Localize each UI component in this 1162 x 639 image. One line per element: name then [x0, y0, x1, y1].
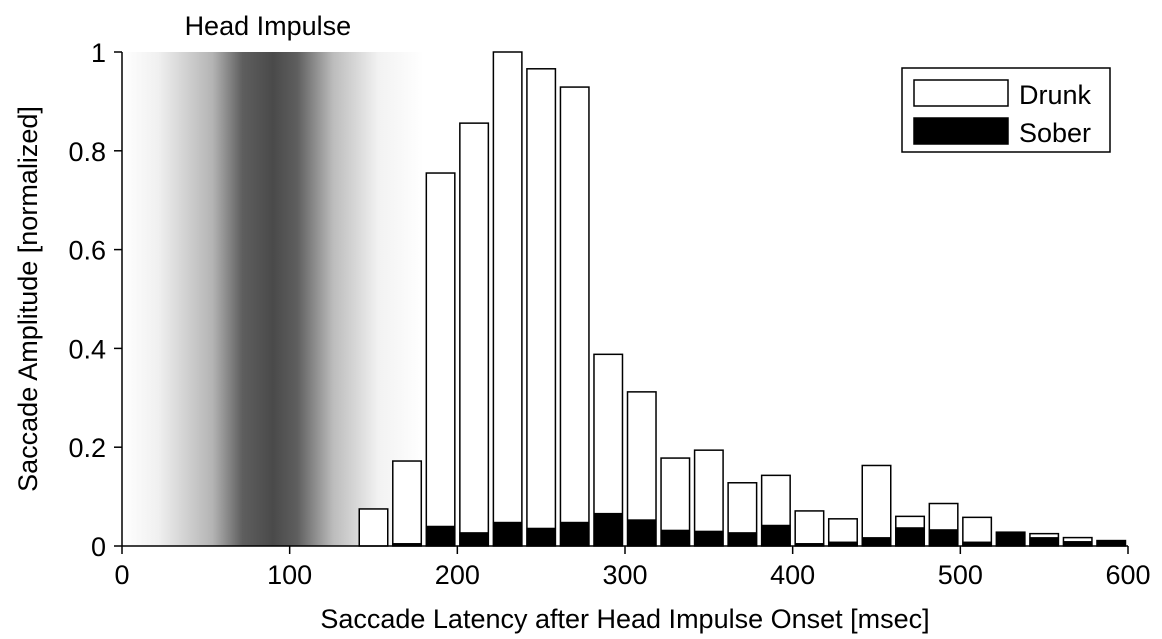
- bar-drunk-410: [794, 510, 825, 547]
- bar-drunk-210: [459, 122, 490, 547]
- y-tick-label: 0.8: [68, 137, 106, 167]
- bar-sober-230: [492, 521, 523, 547]
- bar-sober-250: [526, 527, 556, 547]
- y-axis-title: Saccade Amplitude [normalized]: [13, 106, 43, 492]
- x-tick-label: 0: [114, 560, 129, 590]
- bar-sober-210: [459, 532, 489, 547]
- legend-label-sober: Sober: [1019, 118, 1091, 148]
- y-tick-label: 0: [91, 532, 106, 562]
- bar-sober-330: [660, 529, 691, 547]
- y-tick-label: 0.4: [68, 334, 106, 364]
- bar-sober-470: [895, 527, 925, 547]
- bar-sober-490: [928, 529, 959, 547]
- bar-drunk-270: [559, 86, 590, 547]
- y-axis-ticks: 0 0.2 0.4 0.6 0.8 1: [68, 38, 122, 562]
- head-impulse-label: Head Impulse: [185, 11, 352, 41]
- y-tick-label: 0.2: [68, 433, 106, 463]
- bar-sober-550: [1029, 537, 1059, 547]
- bar-sober-290: [593, 512, 623, 547]
- legend-label-drunk: Drunk: [1019, 80, 1092, 110]
- x-axis-ticks: 0 100 200 300 400 500 600: [114, 546, 1151, 590]
- bar-sober-310: [627, 519, 657, 547]
- bar-sober-270: [559, 521, 590, 547]
- x-tick-label: 100: [267, 560, 312, 590]
- y-tick-label: 1: [91, 38, 106, 68]
- bar-drunk-450: [861, 464, 892, 547]
- legend: Drunk Sober: [901, 67, 1111, 153]
- x-tick-label: 300: [602, 560, 647, 590]
- bar-sober-190: [425, 525, 456, 547]
- bar-sober-350: [694, 530, 724, 547]
- bar-sober-390: [761, 524, 791, 547]
- legend-swatch-drunk: [913, 79, 1009, 107]
- bar-sober-450: [861, 537, 892, 547]
- bar-drunk-510: [962, 516, 993, 547]
- bar-drunk-350: [693, 449, 724, 547]
- bar-drunk-190: [425, 172, 456, 547]
- x-axis-title: Saccade Latency after Head Impulse Onset…: [320, 604, 929, 634]
- bar-sober-590: [1096, 540, 1126, 547]
- bars: [358, 51, 1127, 547]
- x-tick-label: 200: [435, 560, 480, 590]
- bar-drunk-230: [492, 51, 523, 547]
- bar-drunk-250: [526, 68, 557, 547]
- legend-swatch-sober: [913, 117, 1009, 145]
- x-tick-label: 600: [1105, 560, 1150, 590]
- bar-sober-530: [995, 531, 1026, 547]
- y-tick-label: 0.6: [68, 236, 106, 266]
- x-tick-label: 500: [938, 560, 983, 590]
- bar-drunk-170: [392, 460, 423, 547]
- x-tick-label: 400: [770, 560, 815, 590]
- bar-drunk-150: [358, 508, 389, 547]
- head-impulse-band: [122, 52, 424, 546]
- bar-sober-370: [727, 532, 758, 547]
